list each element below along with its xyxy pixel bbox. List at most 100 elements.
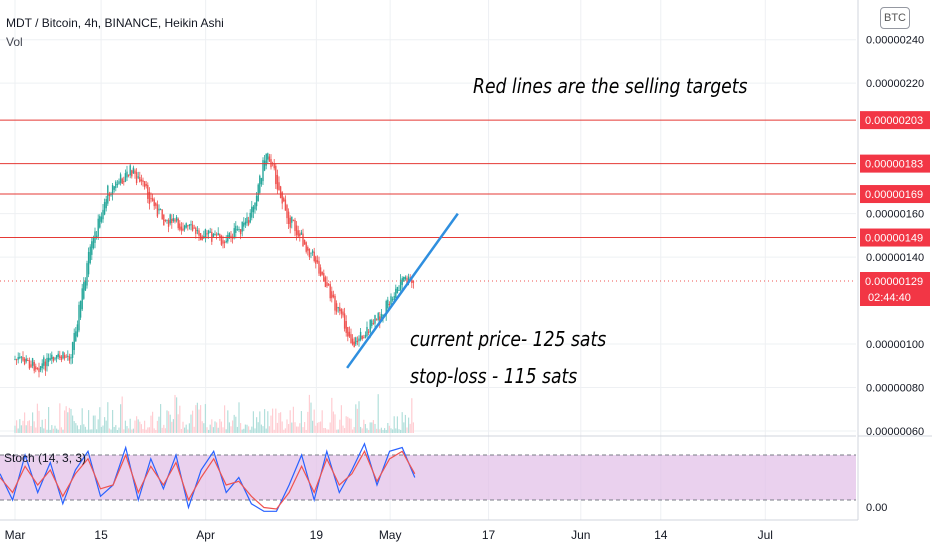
- volume-bar: [244, 424, 246, 433]
- volume-bar: [276, 422, 278, 433]
- trend-line: [346, 212, 459, 369]
- candle-body: [327, 284, 330, 286]
- volume-bar: [230, 426, 232, 433]
- volume-bar: [400, 429, 402, 433]
- time-axis-bg: [0, 520, 932, 550]
- volume-bar: [270, 415, 272, 433]
- candle-body: [222, 240, 224, 244]
- candle-body: [246, 217, 248, 224]
- volume-bar: [297, 426, 299, 433]
- volume-bar: [62, 429, 64, 433]
- volume-bar: [140, 424, 142, 433]
- candle-body: [182, 228, 184, 231]
- volume-bar: [369, 422, 371, 433]
- candle-body: [396, 286, 399, 294]
- volume-bar: [113, 426, 115, 433]
- volume-bar: [256, 417, 258, 433]
- candle-body: [107, 185, 109, 204]
- volume-bar: [161, 427, 163, 433]
- volume-bar: [60, 427, 62, 433]
- volume-bar: [48, 407, 50, 433]
- volume-bar: [19, 419, 21, 433]
- current-price-label: 0.00000129: [865, 276, 923, 288]
- volume-bar: [273, 429, 275, 433]
- candle-body: [287, 211, 290, 224]
- candle-body: [179, 223, 181, 230]
- currency-badge[interactable]: BTC: [880, 7, 910, 29]
- candle-body: [291, 216, 293, 223]
- volume-bar: [40, 426, 42, 433]
- candle-body: [35, 366, 37, 370]
- candle-body: [257, 184, 259, 202]
- volume-bar: [38, 410, 40, 433]
- candle-body: [321, 271, 323, 275]
- annotation-stop-loss: stop-loss - 115 sats: [410, 364, 578, 388]
- candle-body: [171, 218, 173, 224]
- volume-bar: [144, 420, 146, 433]
- volume-bar: [35, 427, 37, 433]
- candle-body: [299, 233, 301, 237]
- volume-bar: [408, 417, 410, 433]
- candle-body: [201, 236, 203, 241]
- volume-bar: [27, 421, 29, 433]
- volume-bar: [366, 428, 368, 433]
- volume-bar: [187, 429, 189, 433]
- candle-body: [342, 311, 344, 316]
- volume-bar: [355, 404, 357, 433]
- candle-body: [71, 342, 74, 358]
- volume-bar: [404, 414, 406, 433]
- volume-bar: [153, 428, 155, 433]
- volume-bar: [299, 423, 301, 433]
- candle-body: [145, 184, 147, 186]
- candle-body: [41, 363, 43, 369]
- volume-bar: [356, 408, 358, 433]
- candle-body: [278, 182, 280, 191]
- volume-bar: [392, 429, 394, 433]
- candle-body: [199, 233, 202, 240]
- volume-bar: [412, 422, 414, 433]
- candle-body: [161, 209, 163, 220]
- candle-body: [127, 174, 130, 176]
- candle-body: [95, 235, 98, 238]
- candle-body: [267, 153, 269, 160]
- time-tick-label: May: [379, 528, 402, 542]
- volume-bar: [228, 422, 230, 433]
- candle-body: [363, 337, 365, 339]
- price-axis-bg: [858, 0, 932, 520]
- volume-bar: [384, 428, 386, 433]
- volume-bar: [307, 411, 309, 433]
- price-axis[interactable]: 0.00000240 0.00000220 0.00000160 0.00000140…: [857, 0, 932, 520]
- volume-bar: [56, 428, 58, 433]
- volume-bar: [174, 394, 176, 433]
- volume-bar: [105, 420, 107, 433]
- time-axis[interactable]: Mar 15 Apr 19 May 17 Jun 14 Jul: [0, 519, 932, 550]
- candle-body: [398, 289, 400, 291]
- candle-body: [259, 175, 261, 193]
- price-tick-label: 0.00000100: [866, 339, 924, 351]
- candle-body: [164, 219, 167, 221]
- stoch-tick-label: 0.00: [866, 502, 887, 514]
- time-tick-label: Jun: [571, 528, 590, 542]
- volume-bar: [155, 429, 157, 433]
- volume-bar: [200, 405, 202, 433]
- volume-bar: [310, 402, 312, 433]
- candle-body: [339, 307, 341, 312]
- volume-bar: [206, 427, 208, 433]
- candle-body: [169, 214, 171, 224]
- candle-body: [126, 171, 128, 178]
- volume-bar: [320, 421, 322, 433]
- candle-body: [150, 197, 152, 199]
- volume-bar: [217, 427, 219, 433]
- candle-body: [118, 181, 120, 185]
- volume-bar: [20, 425, 22, 433]
- candle-body: [166, 219, 168, 221]
- candle-body: [334, 295, 336, 311]
- candle-body: [268, 156, 271, 162]
- volume-bar: [315, 425, 317, 433]
- candle-body: [356, 340, 359, 342]
- volume-bar: [336, 429, 338, 433]
- time-tick-label: Mar: [5, 528, 26, 542]
- volume-bar: [224, 405, 226, 433]
- volume-bar: [33, 421, 35, 433]
